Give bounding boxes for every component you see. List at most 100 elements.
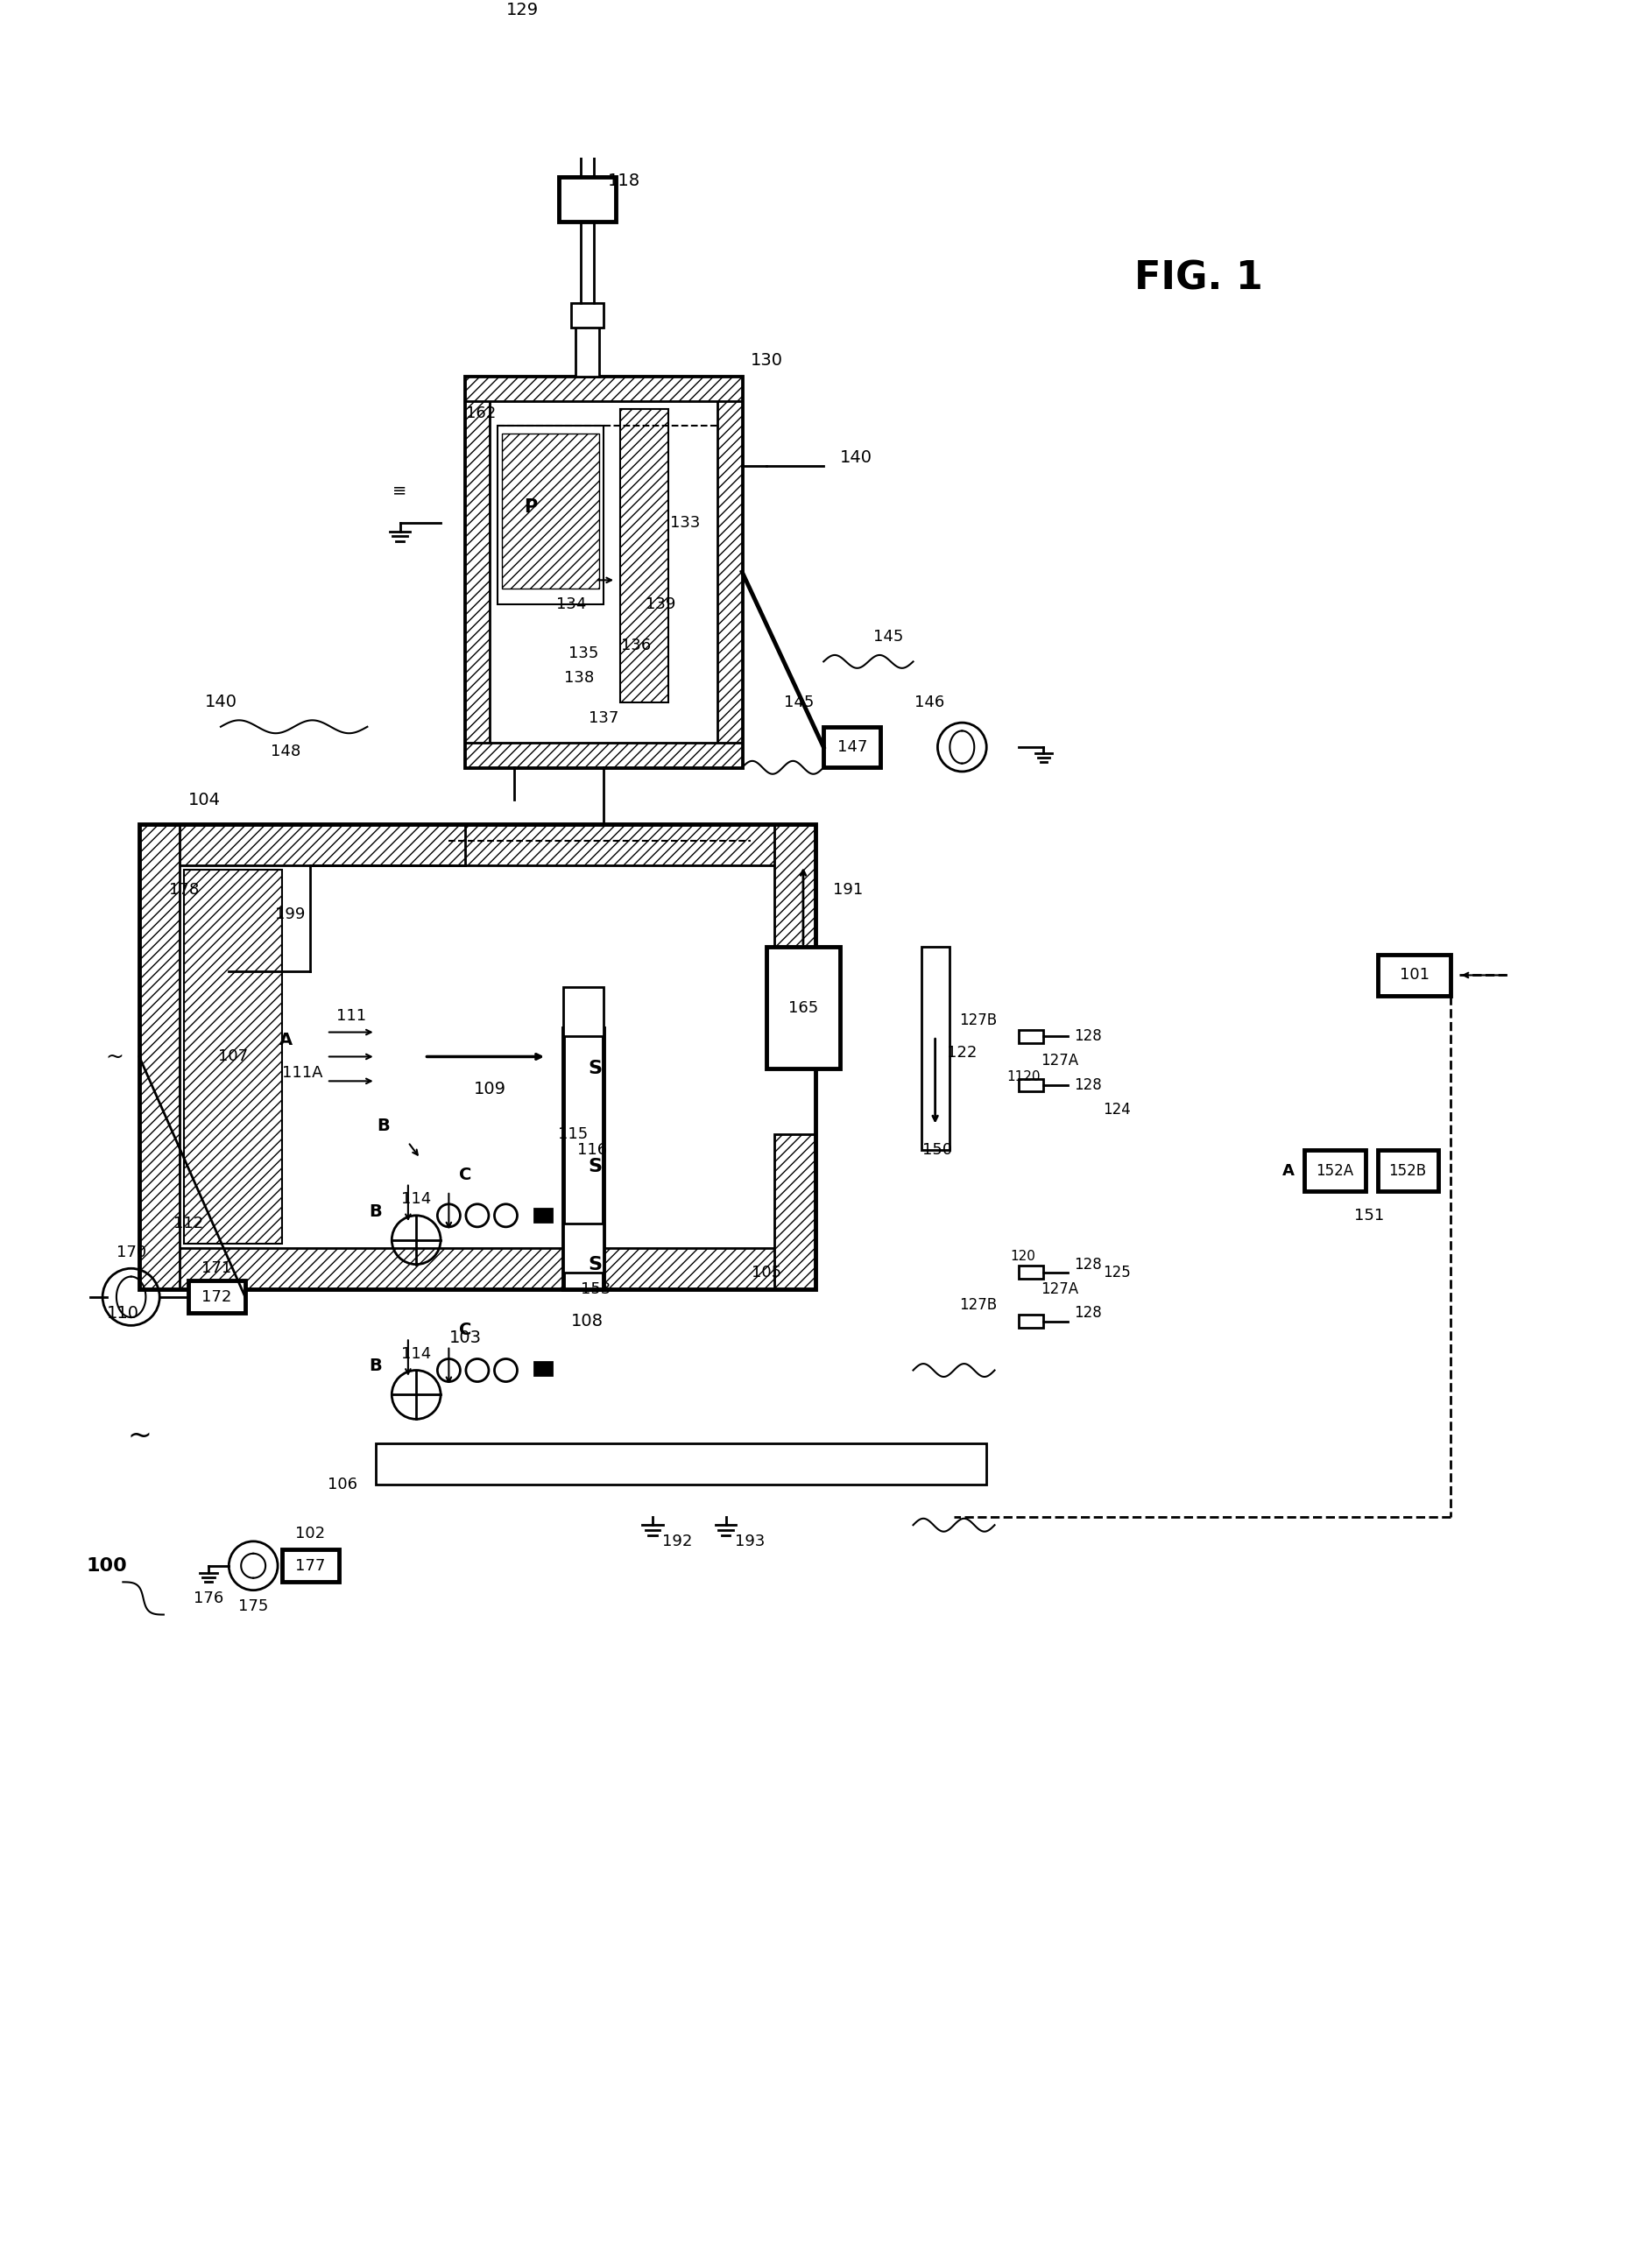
Text: 140: 140 [839, 450, 872, 466]
Text: 136: 136 [621, 637, 651, 652]
Text: 106: 106 [329, 1476, 358, 1492]
Text: 116: 116 [577, 1143, 608, 1159]
Text: 1120: 1120 [1006, 1071, 1041, 1084]
Text: 103: 103 [449, 1330, 481, 1346]
Text: 127B: 127B [960, 1012, 998, 1028]
Text: 108: 108 [572, 1314, 603, 1330]
Bar [534, 1208, 552, 1222]
Text: 140: 140 [205, 693, 236, 711]
Text: 147: 147 [838, 740, 867, 756]
Text: 105: 105 [752, 1265, 781, 1280]
Text: S: S [588, 1060, 603, 1078]
Text: 128: 128 [1074, 1078, 1102, 1093]
Text: 175: 175 [238, 1598, 268, 1613]
Text: 125: 125 [1104, 1265, 1130, 1280]
Bar [1378, 1150, 1439, 1190]
Text: 122: 122 [947, 1044, 976, 1060]
Text: 129: 129 [506, 2, 539, 18]
Text: 100: 100 [86, 1557, 127, 1575]
Text: 178: 178 [169, 882, 198, 898]
Bar [563, 1224, 603, 1273]
Text: S: S [588, 1256, 603, 1273]
Bar [466, 376, 742, 400]
Text: B: B [368, 1357, 382, 1375]
Text: B: B [377, 1118, 390, 1134]
Bar [558, 178, 616, 223]
Text: 162: 162 [466, 405, 496, 421]
Text: 177: 177 [296, 1557, 325, 1573]
Text: 112: 112 [173, 1215, 203, 1231]
Text: 120: 120 [1011, 1249, 1036, 1262]
Bar [188, 1280, 244, 1314]
Bar [1019, 1267, 1044, 1278]
Bar [139, 824, 816, 866]
Text: 171: 171 [202, 1260, 231, 1276]
Text: 153: 153 [580, 1280, 611, 1296]
Text: 127A: 127A [1041, 1053, 1079, 1069]
Text: 127A: 127A [1041, 1280, 1079, 1296]
Text: 133: 133 [671, 515, 700, 531]
Text: 139: 139 [646, 596, 676, 612]
Text: 165: 165 [788, 999, 818, 1015]
Text: 101: 101 [1399, 968, 1429, 983]
Text: A: A [279, 1033, 292, 1048]
Text: 135: 135 [568, 646, 598, 662]
Bar [572, 304, 603, 328]
Text: 145: 145 [785, 695, 814, 711]
Bar [375, 1444, 986, 1485]
Text: 148: 148 [271, 743, 301, 758]
Bar [139, 1249, 816, 1289]
Text: 191: 191 [833, 882, 862, 898]
Text: 145: 145 [874, 630, 904, 646]
Bar [922, 947, 950, 1150]
Text: 146: 146 [915, 695, 945, 711]
Text: ~: ~ [127, 1422, 152, 1449]
Bar [466, 376, 489, 767]
Text: 124: 124 [1104, 1102, 1130, 1118]
Text: P: P [524, 497, 537, 515]
Bar [139, 824, 816, 1289]
Text: 110: 110 [107, 1305, 139, 1321]
Text: 130: 130 [750, 351, 783, 369]
Text: C: C [459, 1166, 471, 1183]
Bar [502, 434, 600, 587]
Text: 176: 176 [193, 1591, 223, 1606]
Text: 127B: 127B [960, 1298, 998, 1314]
Text: B: B [368, 1204, 382, 1220]
Bar [824, 727, 881, 767]
Text: A: A [1282, 1163, 1294, 1179]
Bar [775, 1134, 816, 1289]
Text: 199: 199 [274, 907, 306, 922]
Text: 172: 172 [202, 1289, 231, 1305]
Text: S: S [588, 1159, 603, 1174]
Bar [563, 1028, 603, 1289]
Text: 151: 151 [1355, 1208, 1384, 1224]
Text: 152A: 152A [1315, 1163, 1353, 1179]
Bar [466, 376, 742, 767]
Text: 137: 137 [588, 711, 618, 727]
Text: 150: 150 [923, 1143, 953, 1159]
Text: 102: 102 [296, 1526, 325, 1541]
Text: C: C [459, 1321, 471, 1339]
Text: 118: 118 [608, 173, 641, 189]
Text: 111: 111 [335, 1008, 367, 1024]
Text: 193: 193 [735, 1535, 765, 1550]
Bar [775, 824, 816, 979]
Text: 128: 128 [1074, 1305, 1102, 1321]
Bar [1303, 1150, 1365, 1190]
Text: 109: 109 [474, 1080, 506, 1098]
Bar [282, 1550, 339, 1582]
Bar [1378, 954, 1450, 994]
Text: 114: 114 [401, 1346, 431, 1361]
Bar [1019, 1314, 1044, 1327]
Bar [717, 376, 742, 767]
Bar [534, 1361, 552, 1375]
Text: 107: 107 [218, 1048, 248, 1064]
Text: 128: 128 [1074, 1256, 1102, 1271]
Text: 170: 170 [116, 1244, 145, 1260]
Text: FIG. 1: FIG. 1 [1133, 261, 1262, 297]
Text: 192: 192 [662, 1535, 692, 1550]
Bar [139, 824, 180, 1289]
Text: 134: 134 [557, 596, 586, 612]
Text: 111A: 111A [282, 1064, 322, 1080]
